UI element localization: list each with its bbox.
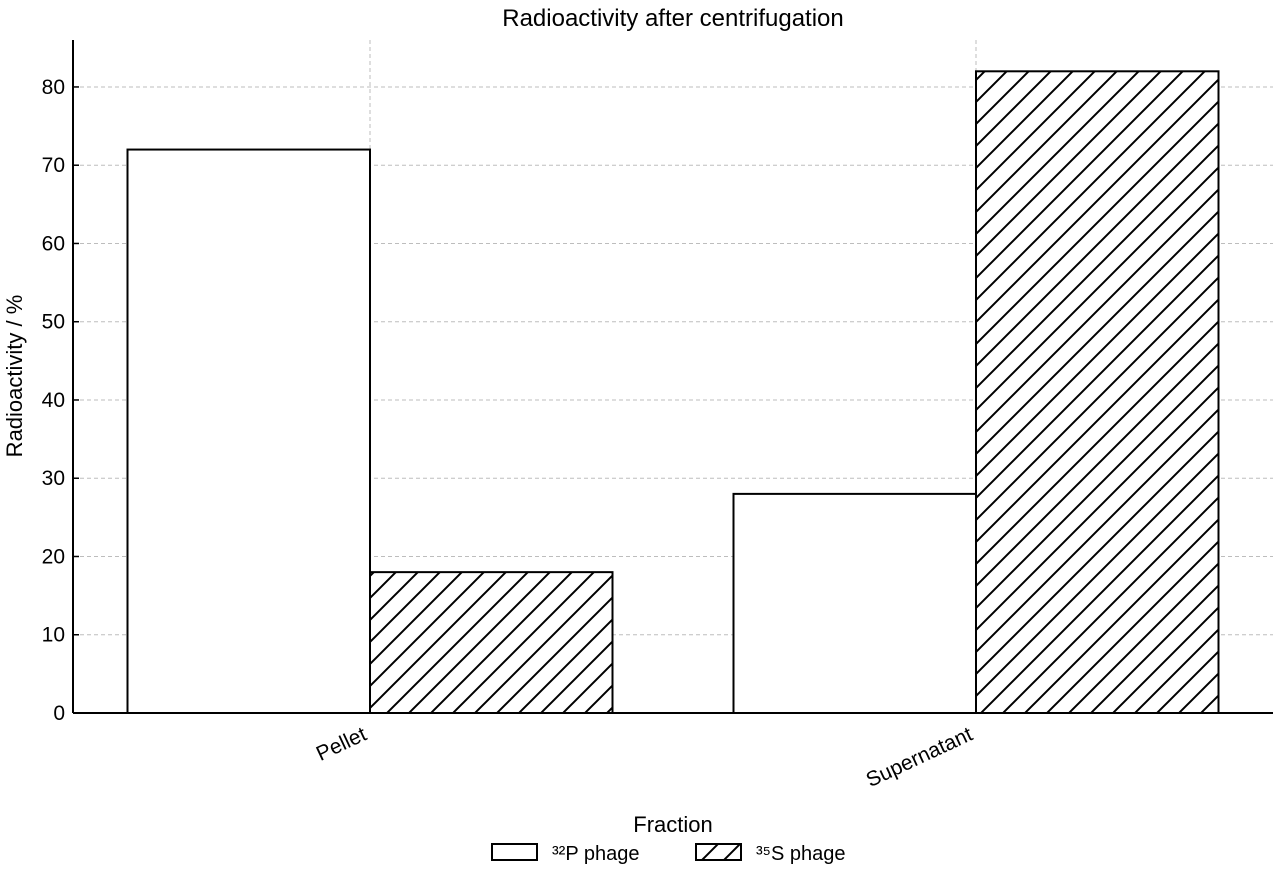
bars-layer bbox=[126, 70, 1220, 715]
y-tick-label: 10 bbox=[42, 624, 65, 647]
bar-p32 bbox=[126, 148, 371, 714]
y-tick-label: 50 bbox=[42, 311, 65, 334]
y-tick-label: 40 bbox=[42, 389, 65, 412]
y-tick-label: 30 bbox=[42, 467, 65, 490]
bar-s35 bbox=[975, 70, 1220, 715]
y-tick-label: 70 bbox=[42, 154, 65, 177]
y-tick-label: 60 bbox=[42, 232, 65, 255]
legend-label: ³²P phage bbox=[552, 843, 639, 865]
x-axis-label: Fraction bbox=[633, 812, 712, 837]
y-tick-label: 20 bbox=[42, 545, 65, 568]
legend-swatch bbox=[695, 843, 742, 861]
bar-s35 bbox=[369, 571, 614, 714]
legend: ³²P phage ³⁵S phage bbox=[491, 843, 845, 865]
x-tick-label: Pellet bbox=[313, 723, 370, 766]
bar-p32 bbox=[732, 492, 977, 714]
legend-swatch bbox=[491, 843, 538, 861]
y-tick-label: 80 bbox=[42, 76, 65, 99]
chart-title: Radioactivity after centrifugation bbox=[502, 5, 844, 32]
x-tick-label: Supernatant bbox=[863, 723, 977, 792]
y-axis-label: Radioactivity / % bbox=[2, 295, 27, 458]
legend-label: ³⁵S phage bbox=[756, 843, 845, 865]
y-tick-label: 0 bbox=[53, 702, 65, 725]
